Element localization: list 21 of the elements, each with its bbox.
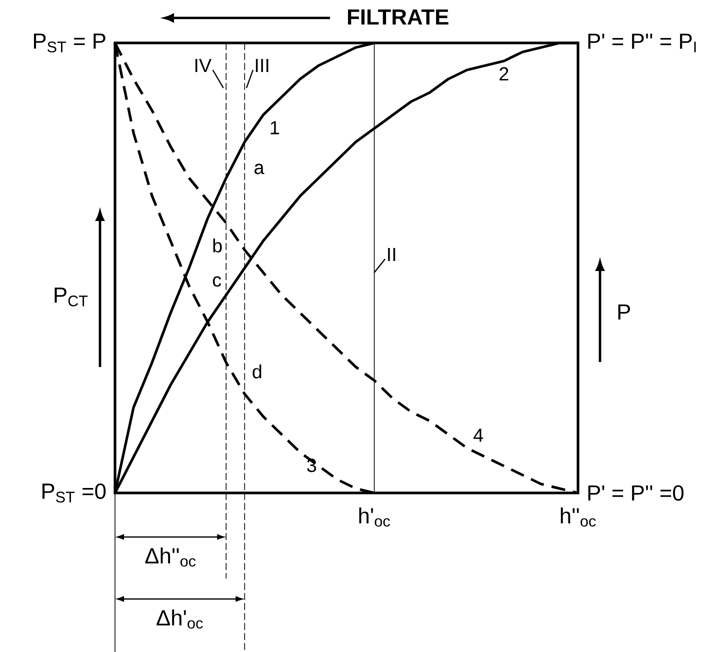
annotation: b xyxy=(213,238,222,252)
text: P$_{CT}$ xyxy=(54,288,88,306)
annotation: d xyxy=(252,364,262,378)
annotation: III xyxy=(256,58,268,72)
text: h'$_{oc}$ xyxy=(359,507,390,527)
annotation: a xyxy=(254,164,264,174)
text: P$_{ST}$ =0 xyxy=(42,483,106,503)
annotation: IV xyxy=(195,58,212,72)
text: P' = P'' = P$_{I}$ xyxy=(588,34,696,52)
text: FILTRATE xyxy=(348,9,448,25)
annotation: c xyxy=(212,276,222,287)
series-label: 1 xyxy=(270,121,279,134)
text: P xyxy=(618,304,630,320)
text: P$_{ST}$ = P xyxy=(34,34,106,52)
annotation: II xyxy=(388,248,396,261)
series-label: 2 xyxy=(500,67,508,80)
text: P' = P'' =0 xyxy=(588,485,684,501)
text: h''$_{oc}$ xyxy=(560,507,596,527)
text: Δh'$_{oc}$ xyxy=(156,609,203,629)
series-label: 4 xyxy=(474,428,484,442)
text: Δh''$_{oc}$ xyxy=(145,547,196,567)
